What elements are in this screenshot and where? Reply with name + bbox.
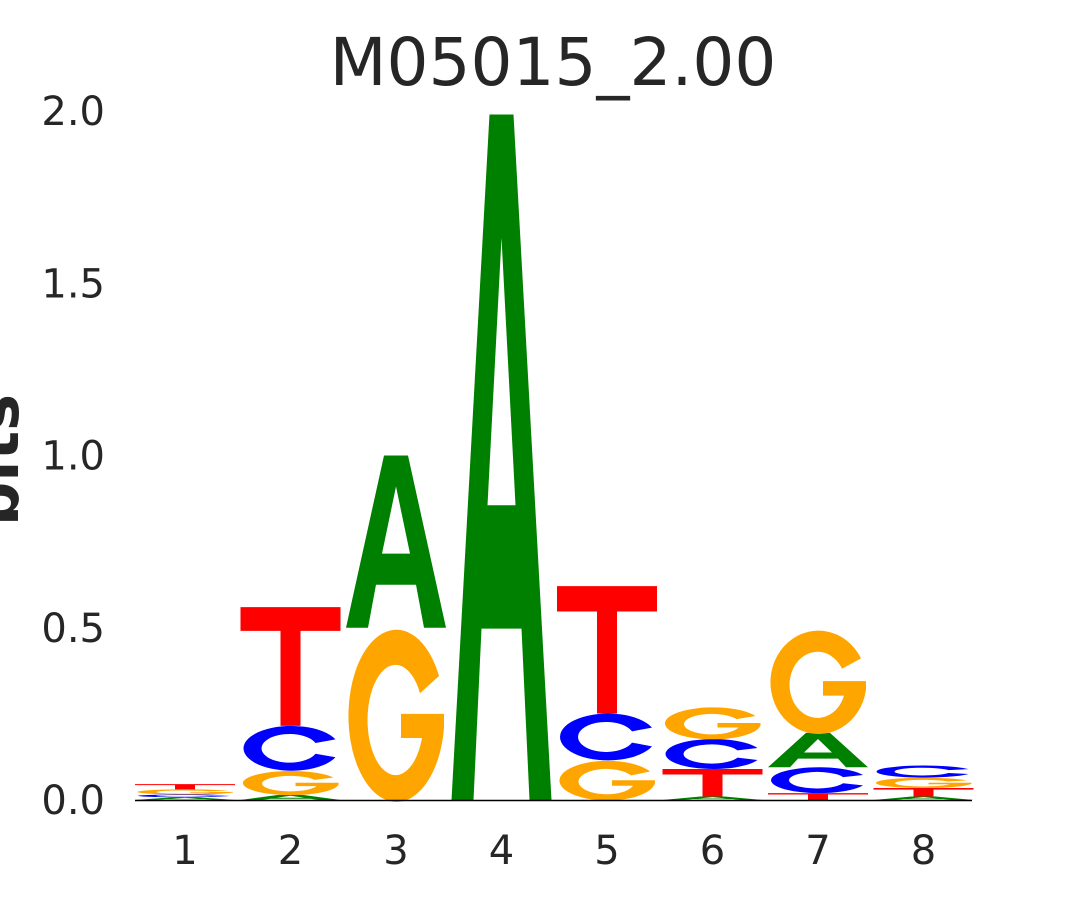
y-tick-label: 1.0 [41,434,105,480]
x-tick-label: 7 [805,828,830,874]
logo-letter-T [135,784,235,790]
logo-letter-G [242,770,339,796]
y-tick-label: 0.5 [41,606,105,652]
logo-letter-A [662,796,763,800]
logo-letter-T [557,586,657,714]
logo-letter-G [137,789,233,795]
logo-letter-C [665,739,758,769]
y-tick-label: 0.0 [41,778,105,824]
x-tick-label: 3 [383,828,408,874]
x-tick-label: 1 [172,828,197,874]
logo-letter-G [770,630,866,735]
x-tick-label: 8 [911,828,936,874]
logo-letter-G [348,629,444,802]
y-tick-label: 2.0 [41,89,105,135]
logo-letter-C [560,713,652,761]
logo-letter-T [662,768,763,797]
logo-letter-A [135,797,235,800]
logo-letter-A [240,794,341,800]
logo-letter-C [771,767,863,794]
y-tick-label: 1.5 [41,261,105,307]
x-ticks: 1 2 3 4 5 6 7 8 [172,828,936,874]
logo-letter-C [243,725,336,771]
logo-letter-G [559,760,655,801]
logo-letter-T [873,787,974,797]
logo-letter-T [240,607,341,726]
x-tick-label: 5 [594,828,619,874]
logo-letter-C [876,765,969,778]
y-axis-label: bits [0,394,33,526]
logo-letter-A [873,796,974,800]
logo-letter-A [768,732,868,768]
x-tick-label: 6 [700,828,725,874]
logo-letter-G [664,707,761,740]
logo-letter-T [768,793,868,800]
x-tick-label: 2 [278,828,303,874]
logo-letters [135,114,974,802]
logo-letter-A [346,455,446,628]
logo-letter-A [451,114,552,800]
x-tick-label: 4 [489,828,514,874]
y-ticks: 0.0 0.5 1.0 1.5 2.0 [41,89,105,824]
chart-title: M05015_2.00 [330,24,777,101]
logo-letter-G [875,777,972,789]
logo-letter-C [138,794,230,798]
